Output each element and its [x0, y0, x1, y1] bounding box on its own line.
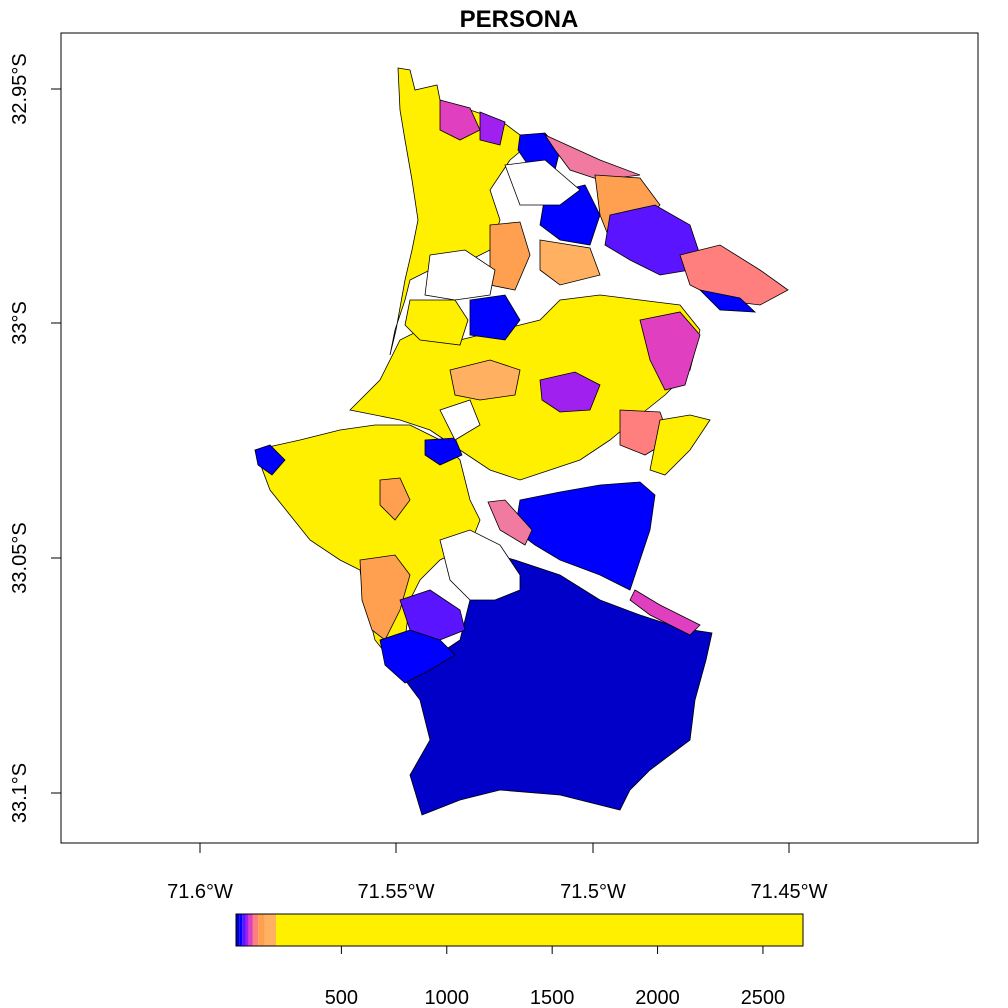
y-axis	[51, 88, 61, 794]
legend-tick-label: 500	[325, 987, 358, 1008]
region-polygon[interactable]	[359, 554, 411, 641]
legend-tick-label: 2500	[741, 987, 786, 1008]
region-polygon[interactable]	[424, 437, 463, 466]
legend-color-step	[242, 914, 246, 946]
legend-tick-label: 2000	[635, 987, 680, 1008]
region-polygon[interactable]	[649, 414, 711, 476]
region-polygon[interactable]	[487, 499, 533, 546]
legend-tick-label: 1500	[530, 987, 575, 1008]
region-polygon[interactable]	[539, 239, 601, 286]
x-tick-label: 71.45°W	[751, 881, 828, 903]
y-tick-label: 32.95°S	[9, 53, 31, 124]
region-polygon[interactable]	[629, 589, 701, 636]
y-tick-label: 33.05°S	[9, 522, 31, 593]
region-polygon[interactable]	[254, 444, 286, 476]
region-polygon[interactable]	[679, 244, 789, 306]
y-tick-label: 33.1°S	[9, 763, 31, 823]
legend-color-step	[236, 914, 240, 946]
region-polygon[interactable]	[449, 359, 521, 401]
y-tick-label: 33°S	[9, 301, 31, 345]
region-polygon[interactable]	[399, 589, 466, 641]
region-polygon[interactable]	[514, 481, 656, 591]
x-tick-label: 71.55°W	[358, 881, 435, 903]
x-tick-label: 71.5°W	[560, 881, 626, 903]
x-tick-labels: 71.6°W 71.55°W 71.5°W 71.45°W	[167, 881, 827, 903]
legend-ticks: 500 1000 1500 2000 2500	[325, 946, 785, 1008]
legend-frame	[235, 913, 804, 947]
map-title: PERSONA	[459, 6, 579, 33]
legend-color-step	[264, 914, 277, 946]
municipality-polygons	[254, 67, 789, 816]
region-polygon[interactable]	[469, 294, 521, 341]
x-tick-label: 71.6°W	[167, 881, 233, 903]
region-polygon[interactable]	[639, 311, 701, 391]
legend-color-step	[248, 914, 253, 946]
water-gaps	[424, 159, 581, 601]
legend-color-step	[252, 914, 259, 946]
legend-color-step	[245, 914, 249, 946]
legend-tick-label: 1000	[425, 987, 470, 1008]
region-polygon[interactable]	[379, 477, 411, 521]
legend-color-step	[276, 914, 803, 946]
region-polygon[interactable]	[539, 371, 601, 413]
y-tick-labels: 32.95°S 33°S 33.05°S 33.1°S	[9, 53, 31, 823]
x-axis	[199, 843, 790, 853]
legend-color-step	[239, 914, 243, 946]
legend-color-step	[258, 914, 265, 946]
region-polygon[interactable]	[479, 111, 506, 146]
color-legend-bar	[236, 914, 803, 946]
region-polygon[interactable]	[698, 289, 757, 313]
region-polygon[interactable]	[439, 99, 481, 141]
region-polygon[interactable]	[254, 424, 481, 666]
